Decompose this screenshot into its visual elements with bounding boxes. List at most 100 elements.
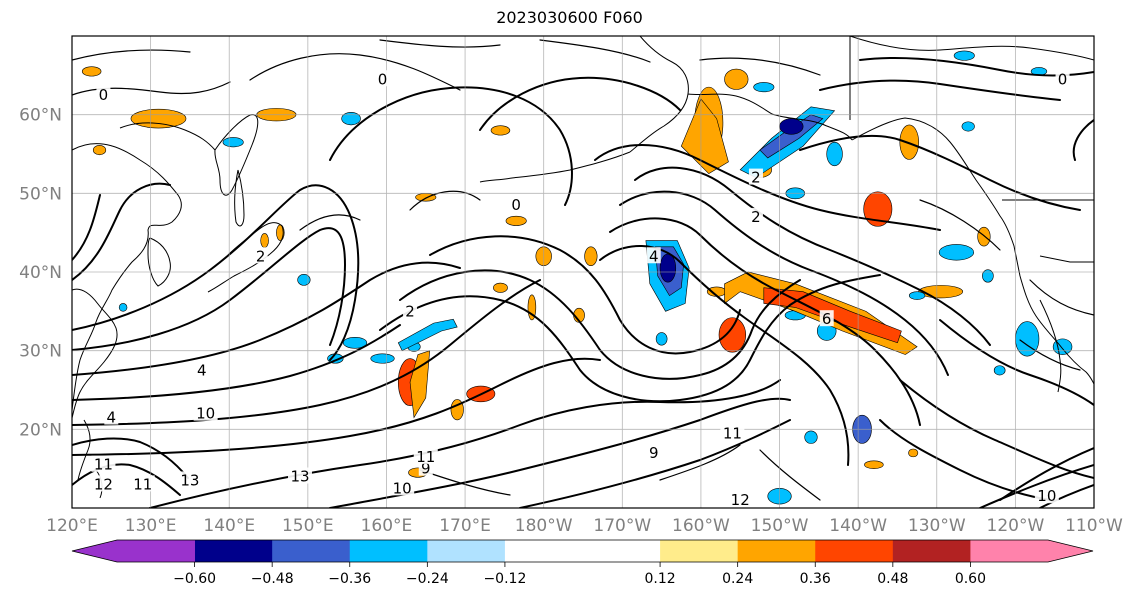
contour-label: 0: [378, 70, 388, 88]
contour-line: [519, 419, 791, 508]
positive-shaded-patch: [260, 233, 269, 248]
contour-label-background: [748, 207, 763, 224]
contour-label-background: [1034, 487, 1059, 504]
contour-line: [379, 274, 881, 403]
contour-line: [72, 324, 401, 401]
contour-label: 13: [290, 468, 309, 486]
contour-line: [479, 76, 681, 131]
colorbar: −0.60 −0.48 −0.36 −0.24 −0.12 0.12 0.24 0.36 0.4…: [71, 539, 1094, 587]
positive-shaded-patch: [92, 145, 107, 156]
negative-shaded-patch: [826, 141, 843, 167]
coastline-okhotsk-north: [119, 122, 216, 151]
positive-shaded-patch: [490, 125, 511, 136]
contour-line: [1072, 119, 1094, 161]
latitude-tick-label: 20°N: [19, 420, 62, 440]
contour-label: 13: [180, 471, 199, 489]
colorbar-segment: [815, 540, 894, 562]
contour-label: 10: [1037, 487, 1056, 505]
contour-line: [299, 214, 361, 231]
map-title: 2023030600 F060: [496, 8, 643, 27]
positive-shaded-region: [409, 350, 431, 419]
colorbar-tick-label: 0.48: [877, 571, 908, 587]
colorbar-segment: [272, 540, 351, 562]
contour-label: 4: [197, 361, 207, 379]
contour-label-background: [413, 447, 438, 464]
longitude-tick-label: 150°W: [751, 516, 809, 536]
colorbar-outline: [71, 539, 1094, 563]
positive-shaded-patch: [908, 448, 919, 458]
colorbar-tick-label: −0.36: [328, 571, 371, 587]
coastline-arctic: [849, 36, 1094, 61]
contour-label-background: [403, 302, 418, 319]
negative-shaded-patch: [341, 112, 361, 126]
negative-shaded-patch: [655, 332, 668, 346]
contour-line: [594, 144, 941, 231]
positive-shaded-patch: [584, 246, 598, 267]
coastline-kamchatka: [214, 114, 259, 196]
positive-shaded-patch: [493, 282, 508, 293]
longitude-tick-label: 160°W: [672, 516, 730, 536]
contour-label-background: [91, 475, 116, 492]
contour-label: 6: [822, 310, 832, 328]
longitude-tick-label: 130°W: [908, 516, 966, 536]
negative-shaded-patch: [908, 291, 926, 300]
contour-label-background: [91, 455, 116, 472]
contour-label-background: [509, 196, 524, 213]
negative-shaded-patch: [370, 353, 395, 364]
colorbar-tick-label: −0.60: [173, 571, 216, 587]
contour-line: [879, 419, 1051, 501]
longitude-tick-label: 170°W: [593, 516, 651, 536]
contour-label-background: [130, 475, 155, 492]
strong-negative-patch: [659, 253, 677, 283]
negative-shaded-patch: [961, 121, 975, 132]
contour-label-background: [720, 424, 745, 441]
longitude-tick-label: 170°E: [439, 516, 491, 536]
contour-line: [999, 447, 1094, 501]
colorbar-segment: [660, 540, 739, 562]
contour-line: [699, 57, 821, 76]
colorbar-extend-low: [72, 540, 117, 562]
negative-shaded-patch: [804, 430, 818, 444]
contour-line: [819, 79, 1061, 101]
coastline-korea: [147, 237, 171, 287]
latitude-labels: 20°N 30°N 40°N 50°N 60°N: [19, 106, 62, 441]
colorbar-tick-label: 0.36: [800, 571, 831, 587]
coastline-asia: [72, 143, 182, 411]
contour-line: [634, 166, 991, 346]
latitude-tick-label: 40°N: [19, 263, 62, 283]
positive-shaded-patch: [977, 226, 991, 247]
contour-label-background: [646, 443, 661, 460]
contour-line: [399, 269, 801, 380]
contour-label-background: [193, 404, 218, 421]
contour-label: 4: [107, 409, 117, 427]
contour-line: [539, 39, 651, 63]
contour-label-background: [194, 361, 209, 378]
contour-label: 0: [99, 86, 109, 104]
contour-line: [1029, 279, 1094, 316]
longitude-tick-label: 140°E: [203, 516, 255, 536]
contour-line: [72, 279, 541, 426]
coastline-china-east: [72, 288, 118, 419]
latitude-tick-label: 60°N: [19, 106, 62, 126]
colorbar-tick-label: 0.12: [644, 571, 675, 587]
negative-shaded-patch: [222, 137, 244, 148]
negative-shaded-patch: [993, 365, 1006, 376]
longitude-tick-label: 150°E: [282, 516, 334, 536]
contour-label: 11: [133, 475, 152, 493]
contour-label: 2: [405, 302, 415, 320]
colorbar-segment: [737, 540, 816, 562]
positive-shaded-patch: [505, 215, 527, 226]
negative-shaded-patch: [938, 244, 975, 261]
coastline-canada-west: [851, 117, 1021, 277]
contour-label-background: [96, 86, 111, 102]
negative-shaded-patch: [118, 303, 128, 312]
colorbar-tick-label: 0.60: [955, 571, 986, 587]
contour-label-background: [104, 408, 119, 425]
contour-label-background: [253, 247, 268, 264]
longitude-labels: 120°E 130°E 140°E 150°E 160°E 170°E 180°W 170°W…: [46, 516, 1123, 536]
negative-shaded-patch: [753, 82, 775, 93]
contour-label: 2: [256, 247, 266, 265]
contour-label: 10: [196, 405, 215, 423]
colorbar-segment: [970, 540, 1048, 562]
positive-shaded-region: [680, 98, 729, 175]
